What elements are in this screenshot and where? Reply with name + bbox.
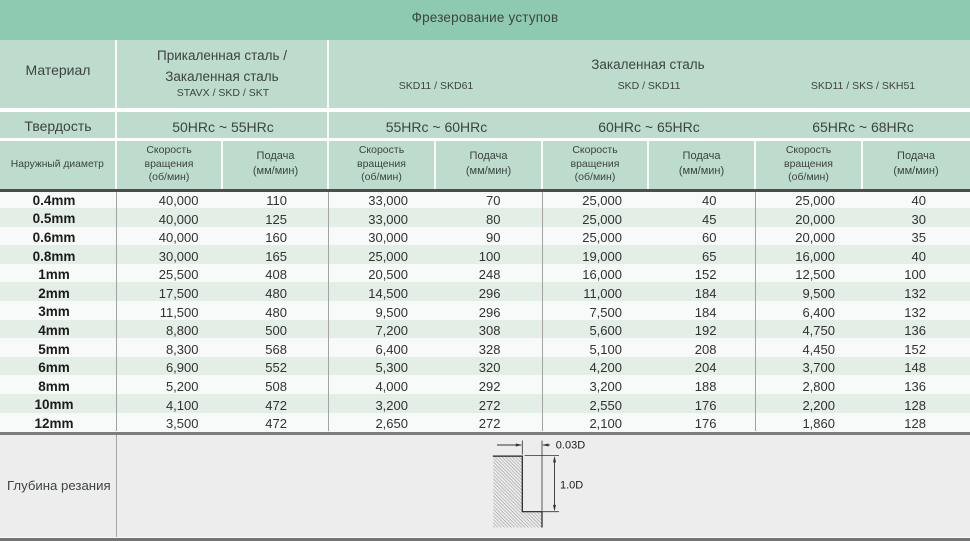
svg-text:0.03D: 0.03D (556, 440, 585, 452)
svg-text:1.0D: 1.0D (560, 480, 583, 492)
